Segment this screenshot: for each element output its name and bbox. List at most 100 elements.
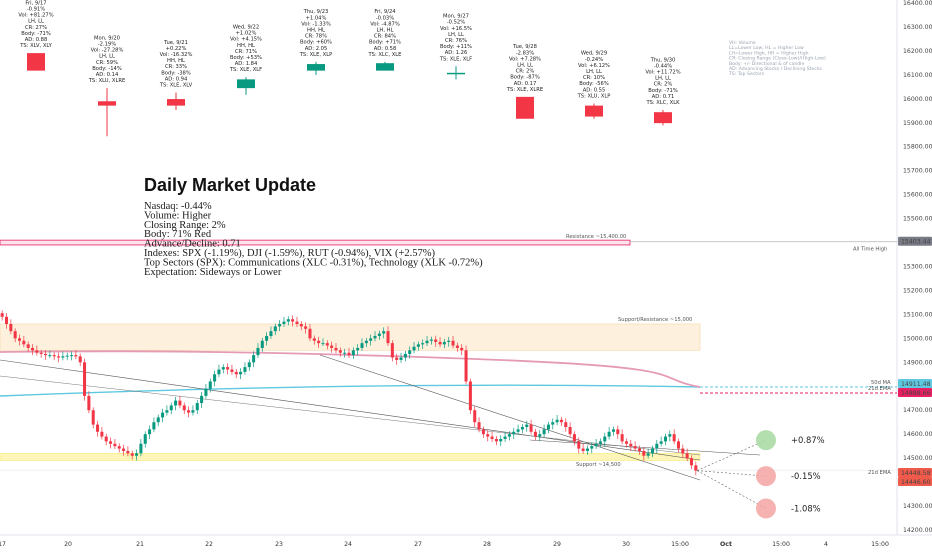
hourly-candle (156, 417, 160, 423)
x-tick-label: 21 (136, 541, 144, 548)
x-tick-label: 15:00 (871, 541, 889, 548)
daily-stat: Vol: +16.5% (440, 26, 472, 32)
support-zone (0, 453, 701, 461)
hourly-candle (4, 316, 9, 324)
hourly-candle (109, 441, 113, 444)
hourly-candle (451, 340, 455, 346)
hourly-candle (247, 362, 251, 368)
daily-stat: Fri, 9/17 (25, 0, 46, 6)
daily-stat: LH, LL (586, 69, 602, 75)
hourly-candle (178, 400, 182, 406)
daily-stat: CR: 2% (516, 69, 535, 75)
daily-candle-5 (307, 64, 325, 71)
daily-stat: TS: XLE, XLP (299, 52, 332, 58)
x-axis: 17 20 21 22 23 24 27 28 29 30 15:00 Oct 15:00 4 15:00 (0, 541, 889, 548)
hourly-candle (434, 339, 438, 342)
hourly-candle (299, 323, 303, 327)
daily-stat: LH, LL (655, 76, 671, 82)
hourly-candle (655, 443, 659, 449)
daily-candle-3 (167, 99, 185, 106)
daily-stat: CR: 10% (583, 75, 605, 81)
hourly-candle (499, 438, 503, 442)
daily-stat: TS: XLE, XLRE (506, 87, 543, 93)
hourly-candle (295, 321, 299, 324)
hourly-candle (152, 422, 156, 430)
hourly-candle (126, 450, 130, 454)
hourly-candle (321, 343, 325, 345)
hourly-candle (672, 434, 676, 442)
daily-stat: Body: +53% (230, 55, 262, 61)
hourly-candle (44, 353, 48, 356)
chart-title: Daily Market Update (144, 175, 316, 195)
hourly-candle (464, 350, 468, 382)
resistance-label: Resistance ~15,400.00 (566, 234, 626, 240)
hourly-candle (347, 352, 351, 356)
scenario-label: +0.87% (791, 435, 825, 445)
hourly-candle (390, 343, 394, 358)
y-tick-label: 15600.00 (903, 192, 932, 199)
daily-stat: Vol: +6.12% (578, 63, 610, 69)
hourly-candle (633, 446, 637, 449)
daily-stat: Mon, 9/20 (94, 35, 120, 41)
hourly-candle (542, 429, 546, 435)
ema21-label-lower: 21d EMA (868, 470, 891, 476)
daily-stat: Body: -71% (21, 31, 51, 37)
hourly-candle (317, 340, 321, 344)
daily-stat: LH, LL (517, 62, 533, 68)
hourly-candle (520, 426, 524, 430)
daily-stat: Body: -71% (648, 88, 678, 94)
daily-stat: CR: 59% (96, 60, 118, 66)
hourly-candle (265, 335, 269, 341)
legend-line: LH=Lower High, HH = Higher High (729, 50, 809, 56)
summary-line: Closing Range: 2% (144, 220, 226, 231)
daily-candle-4 (237, 79, 255, 89)
hourly-candle (356, 347, 360, 351)
daily-stat: TS: XLE, XLV (159, 83, 193, 89)
daily-stat: TS: XLC, XLK (645, 100, 680, 106)
summary-line: Indexes: SPX (-1.19%), DJI (-1.59%), RUT… (144, 248, 436, 259)
hourly-candle (551, 422, 555, 425)
legend-line: AD: Advancing Stocks / Declining Stocks (729, 66, 822, 72)
hourly-candle (325, 343, 329, 346)
hourly-candle (343, 352, 347, 354)
hourly-candle (273, 326, 277, 332)
daily-stat: LH, LL (28, 19, 44, 25)
hourly-candle (581, 448, 585, 451)
summary-line: Advance/Decline: 0.71 (144, 239, 241, 250)
hourly-candle (512, 431, 516, 435)
daily-stat: AD: 0.58 (374, 46, 397, 52)
summary-line: Top Sectors (SPX): Communications (XLC -… (144, 257, 483, 268)
hourly-candle (70, 355, 74, 357)
legend-line: VH: Volume (729, 40, 756, 46)
hourly-candle (503, 436, 507, 439)
daily-stat: CR: 76% (445, 38, 467, 44)
price-badge (898, 468, 932, 477)
summary-line: Expectation: Sideways or Lower (144, 267, 282, 278)
hourly-candle (230, 369, 234, 372)
hourly-candle (616, 429, 620, 435)
ma50-line (0, 384, 701, 397)
y-tick-label: 15500.00 (903, 216, 932, 223)
ma50-label: 50d MA (871, 380, 891, 386)
hourly-candle (169, 405, 173, 411)
hourly-candle (611, 429, 615, 432)
hourly-candle (260, 340, 264, 348)
hourly-candle (360, 343, 364, 348)
daily-stat: LH, LL (448, 32, 464, 38)
hourly-candle (204, 388, 208, 396)
hourly-candle (364, 340, 368, 344)
hourly-candle (416, 344, 420, 347)
hourly-candle (30, 347, 35, 351)
daily-stat: Fri, 9/24 (374, 9, 396, 15)
hourly-candle (282, 321, 286, 324)
hourly-candle (291, 319, 295, 322)
daily-stat: HH, HL (167, 58, 185, 64)
daily-stat: HH, HL (237, 43, 255, 49)
sr-label: Support/Resistance ~15,000 (618, 317, 692, 323)
legend-line: TS: Top Sectors (728, 71, 765, 77)
hourly-candle (65, 355, 69, 357)
hourly-candle (278, 323, 282, 327)
y-tick-label: 14900.00 (903, 359, 932, 366)
